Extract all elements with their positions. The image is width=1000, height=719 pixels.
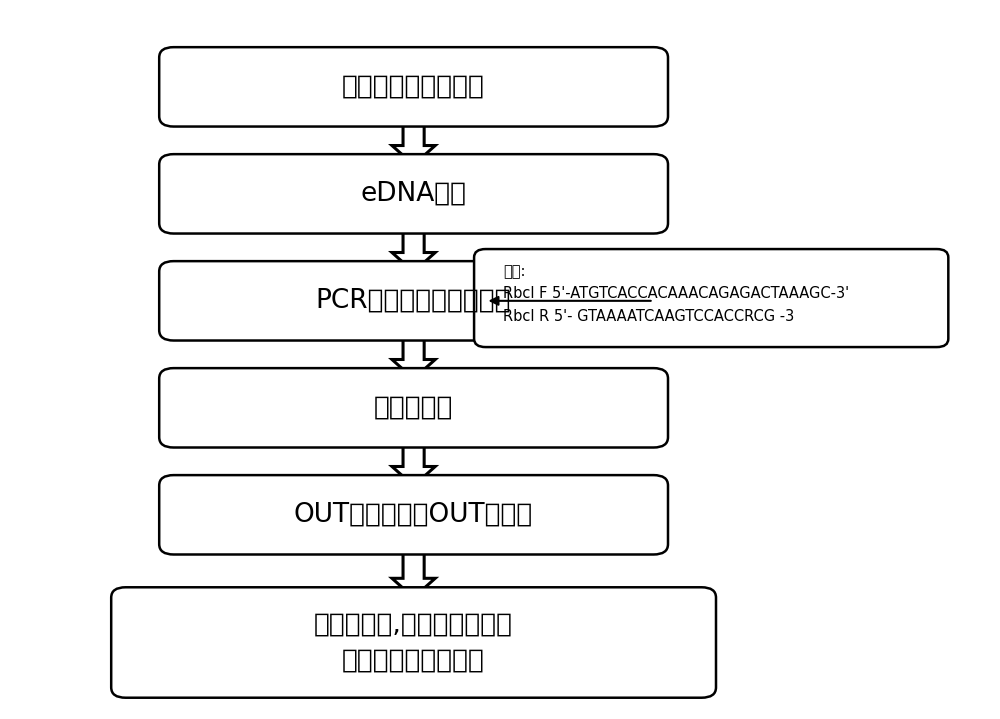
Text: PCR扩增，产物回收纯化: PCR扩增，产物回收纯化: [316, 288, 511, 313]
Text: 建库和测序: 建库和测序: [374, 395, 453, 421]
Polygon shape: [392, 116, 435, 165]
Text: OUT聚类，生成OUT丰度表: OUT聚类，生成OUT丰度表: [294, 502, 533, 528]
Polygon shape: [392, 544, 435, 597]
FancyBboxPatch shape: [159, 475, 668, 554]
FancyBboxPatch shape: [159, 47, 668, 127]
FancyBboxPatch shape: [111, 587, 716, 697]
Text: 引物:
Rbcl F 5'-ATGTCACCACAAACAGAGACTAAAGC-3'
Rbcl R 5'- GTAAAATCAAGTCCACCRCG -3: 引物: Rbcl F 5'-ATGTCACCACAAACAGAGACTAAAGC…: [503, 265, 849, 324]
FancyBboxPatch shape: [159, 368, 668, 447]
FancyBboxPatch shape: [159, 154, 668, 234]
Polygon shape: [392, 331, 435, 379]
Text: 比对数据库,分类注释，评估
大型水生植物多样性: 比对数据库,分类注释，评估 大型水生植物多样性: [314, 611, 513, 674]
FancyBboxPatch shape: [474, 249, 948, 347]
Text: 采集表层沉积物样品: 采集表层沉积物样品: [342, 74, 485, 100]
FancyBboxPatch shape: [159, 261, 668, 341]
Polygon shape: [392, 437, 435, 486]
Polygon shape: [392, 224, 435, 272]
Text: eDNA提取: eDNA提取: [361, 181, 467, 207]
